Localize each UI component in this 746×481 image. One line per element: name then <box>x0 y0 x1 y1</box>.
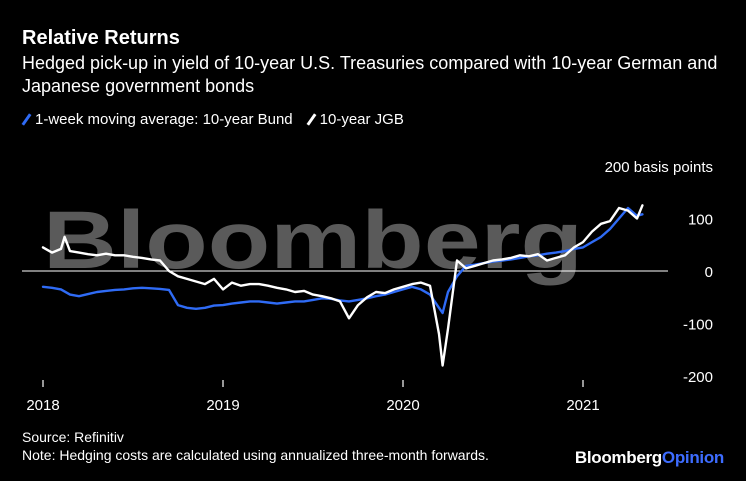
series-line-bund <box>41 206 644 315</box>
y-tick-label: 0 <box>705 264 713 281</box>
legend-label-bund: 1-week moving average: 10-year Bund <box>35 111 293 128</box>
chart-title: Relative Returns <box>22 27 180 49</box>
y-axis-unit-label: 200 basis points <box>605 159 713 176</box>
y-tick-label: -100 <box>683 317 713 334</box>
bloomberg-opinion-logo: BloombergOpinion <box>575 448 724 468</box>
x-tick-label: 2021 <box>566 397 599 414</box>
brand-suffix: Opinion <box>661 448 724 467</box>
axis-layer: 200 basis points 100 0 -100 -200 2018 2019 2020… <box>26 159 713 414</box>
chart-subtitle: Hedged pick-up in yield of 10-year U.S. … <box>22 53 718 96</box>
x-tick-label: 2018 <box>26 397 59 414</box>
legend: 1-week moving average: 10-year Bund 10-y… <box>21 111 418 128</box>
x-tick-label: 2019 <box>206 397 239 414</box>
brand-name: Bloomberg <box>574 448 662 467</box>
source-note: Source: Refinitiv <box>22 429 124 445</box>
bloomberg-watermark: Bloomberg <box>43 195 583 286</box>
footnotes: Source: Refinitiv Note: Hedging costs ar… <box>22 428 489 464</box>
series-layer <box>41 204 644 367</box>
legend-item-jgb: 10-year JGB <box>306 111 404 128</box>
series-line-jgb <box>41 204 644 367</box>
y-tick-label: 100 <box>688 212 713 229</box>
hedging-note: Note: Hedging costs are calculated using… <box>22 447 489 463</box>
legend-item-bund: 1-week moving average: 10-year Bund <box>21 111 293 128</box>
y-tick-label: -200 <box>683 369 713 386</box>
legend-label-jgb: 10-year JGB <box>319 111 404 128</box>
x-tick-label: 2020 <box>386 397 419 414</box>
